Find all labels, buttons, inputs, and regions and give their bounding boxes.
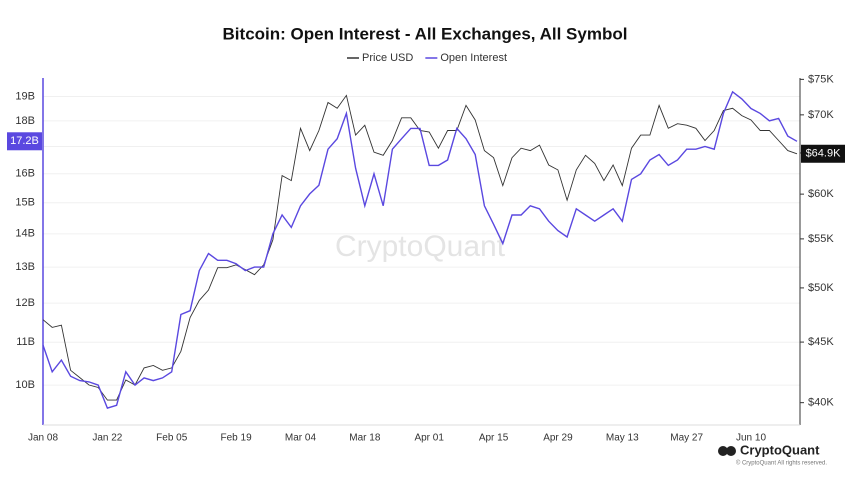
y-tick-label: 10B <box>15 379 35 391</box>
logo-icon <box>718 446 728 456</box>
x-tick-label: Jan 22 <box>92 433 122 444</box>
x-tick-label: Feb 05 <box>156 433 188 444</box>
legend-label: Open Interest <box>440 52 507 64</box>
x-tick-label: Mar 18 <box>349 433 381 444</box>
x-tick-label: Feb 19 <box>221 433 253 444</box>
y-tick-label: 11B <box>16 336 35 348</box>
x-tick-label: May 27 <box>670 433 703 444</box>
x-tick-label: Mar 04 <box>285 433 317 444</box>
y2-tick-label: $55K <box>808 233 834 245</box>
x-tick-label: May 13 <box>606 433 639 444</box>
y-tick-label: 16B <box>15 168 35 180</box>
x-tick-label: Jun 10 <box>736 433 766 444</box>
footer-logo <box>718 446 736 456</box>
value-badge <box>801 144 845 163</box>
series-line <box>42 90 798 409</box>
y2-tick-label: $40K <box>808 397 834 409</box>
x-tick-label: Apr 29 <box>543 433 573 444</box>
y-tick-label: 12B <box>15 297 35 309</box>
footer-brand: CryptoQuant <box>740 442 820 457</box>
x-tick-label: Apr 01 <box>414 433 444 444</box>
y-tick-label: 13B <box>15 261 35 273</box>
y-tick-label: 14B <box>15 228 35 240</box>
watermark: CryptoQuant <box>335 230 506 263</box>
x-tick-label: Apr 15 <box>479 433 509 444</box>
x-tick-label: Jan 08 <box>28 433 58 444</box>
logo-icon <box>726 446 736 456</box>
y2-tick-label: $50K <box>808 282 834 294</box>
y-tick-label: 19B <box>15 90 35 102</box>
y2-tick-label: $75K <box>808 73 834 85</box>
y2-tick-label: $60K <box>808 188 834 200</box>
legend-label: Price USD <box>362 52 413 64</box>
chart-title: Bitcoin: Open Interest - All Exchanges, … <box>223 24 628 43</box>
value-label: 17.2B <box>10 135 39 147</box>
y2-tick-label: $70K <box>808 109 834 121</box>
y2-tick-label: $45K <box>808 336 834 348</box>
y-tick-label: 18B <box>15 115 35 127</box>
y-tick-label: 15B <box>15 197 35 209</box>
footer-note: © CryptoQuant All rights reserved. <box>736 460 827 467</box>
value-badge <box>7 132 42 151</box>
value-label: $64.9K <box>806 148 842 160</box>
